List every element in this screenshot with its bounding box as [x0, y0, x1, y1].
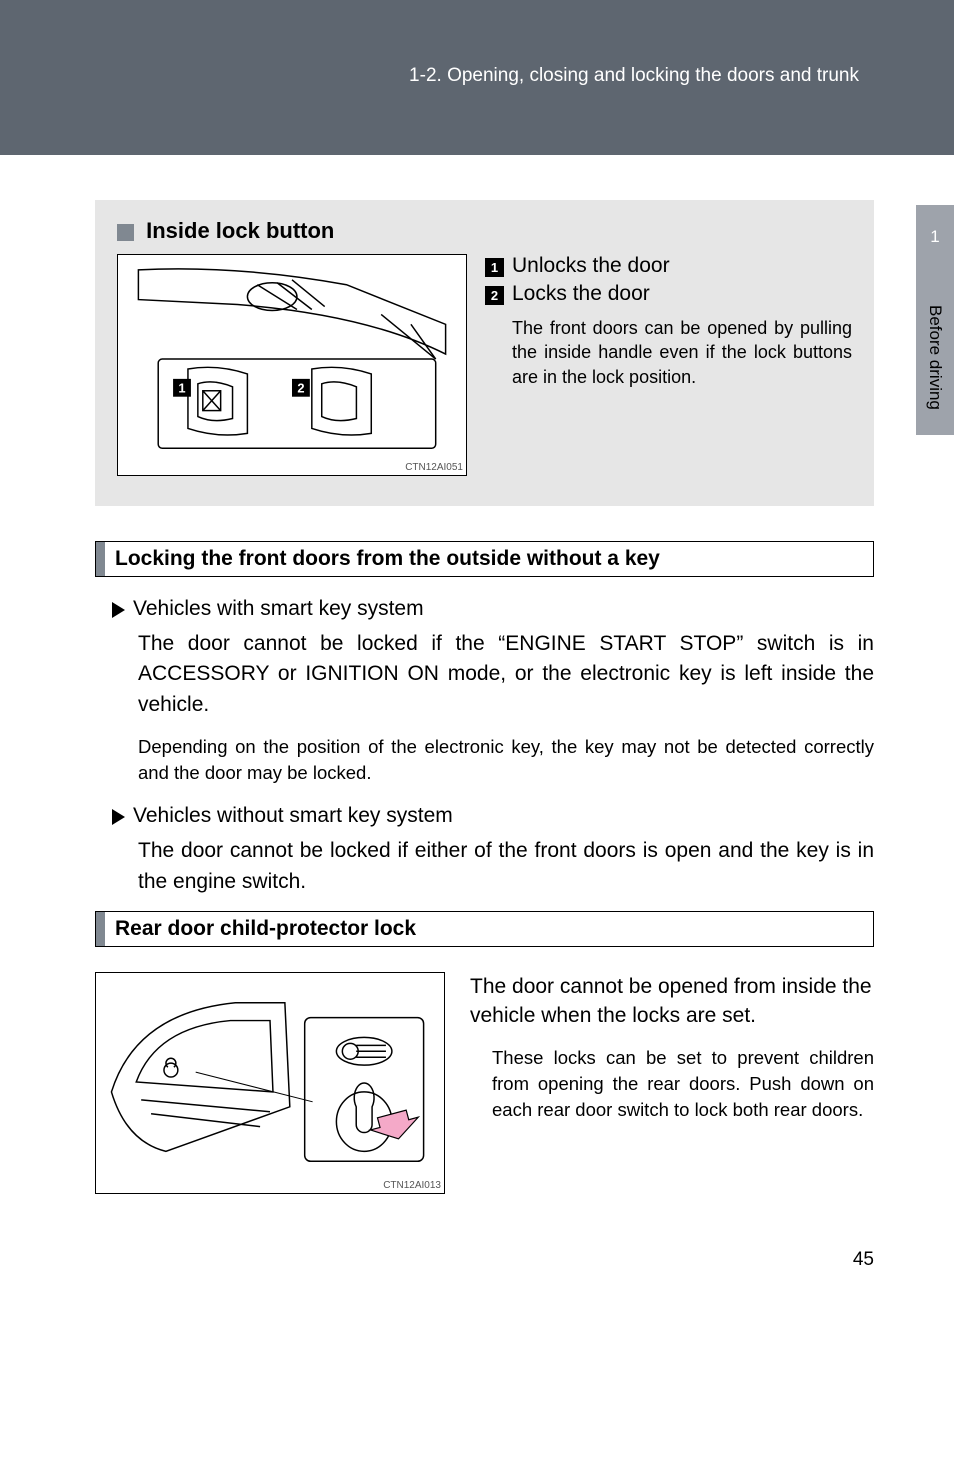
- number-badge-1: 1: [485, 258, 504, 277]
- inside-lock-heading: Inside lock button: [117, 218, 852, 244]
- inside-lock-heading-text: Inside lock button: [146, 218, 334, 243]
- section-title: Rear door child-protector lock: [105, 912, 426, 946]
- bullet-label: Vehicles without smart key system: [133, 804, 453, 828]
- number-badge-2: 2: [485, 286, 504, 305]
- breadcrumb: 1-2. Opening, closing and locking the do…: [409, 65, 859, 86]
- arrow-icon: [112, 602, 125, 618]
- rear-door-illustration: [96, 973, 444, 1193]
- chapter-label: Before driving: [925, 305, 945, 410]
- list-item-text: Locks the door: [512, 282, 650, 306]
- svg-text:2: 2: [297, 381, 304, 396]
- section-heading-child-lock: Rear door child-protector lock: [95, 911, 874, 947]
- accent-bar-icon: [96, 912, 105, 946]
- inside-lock-text: 1 Unlocks the door 2 Locks the door The …: [485, 254, 852, 476]
- body-text: The door cannot be locked if the “ENGINE…: [138, 629, 874, 720]
- square-marker-icon: [117, 224, 134, 241]
- figure-inside-lock: 1 2 CTN12AI051: [117, 254, 467, 476]
- accent-bar-icon: [96, 542, 105, 576]
- note-text: Depending on the position of the electro…: [138, 734, 874, 786]
- bullet-row: Vehicles without smart key system: [112, 804, 874, 828]
- inside-lock-note: The front doors can be opened by pulling…: [485, 316, 852, 389]
- section-heading-lock-outside: Locking the front doors from the outside…: [95, 541, 874, 577]
- figure-code: CTN12AI013: [383, 1180, 441, 1191]
- child-lock-note: These locks can be set to prevent childr…: [492, 1045, 874, 1123]
- list-item: 1 Unlocks the door: [485, 254, 852, 278]
- chapter-number: 1: [930, 227, 939, 247]
- list-item: 2 Locks the door: [485, 282, 852, 306]
- inside-lock-section: Inside lock button: [95, 200, 874, 506]
- list-item-text: Unlocks the door: [512, 254, 670, 278]
- child-lock-text: The door cannot be opened from inside th…: [470, 972, 874, 1194]
- figure-child-lock: CTN12AI013: [95, 972, 445, 1194]
- arrow-icon: [112, 809, 125, 825]
- body-text: The door cannot be locked if either of t…: [138, 836, 874, 897]
- bullet-label: Vehicles with smart key system: [133, 597, 424, 621]
- svg-text:1: 1: [178, 381, 185, 396]
- section-title: Locking the front doors from the outside…: [105, 542, 670, 576]
- door-panel-illustration: 1 2: [118, 255, 466, 475]
- chapter-tab: 1 Before driving: [916, 205, 954, 435]
- bullet-row: Vehicles with smart key system: [112, 597, 874, 621]
- child-lock-main: The door cannot be opened from inside th…: [470, 972, 874, 1031]
- figure-code: CTN12AI051: [405, 462, 463, 473]
- page-header: 1-2. Opening, closing and locking the do…: [0, 0, 954, 155]
- page-number: 45: [0, 1249, 874, 1301]
